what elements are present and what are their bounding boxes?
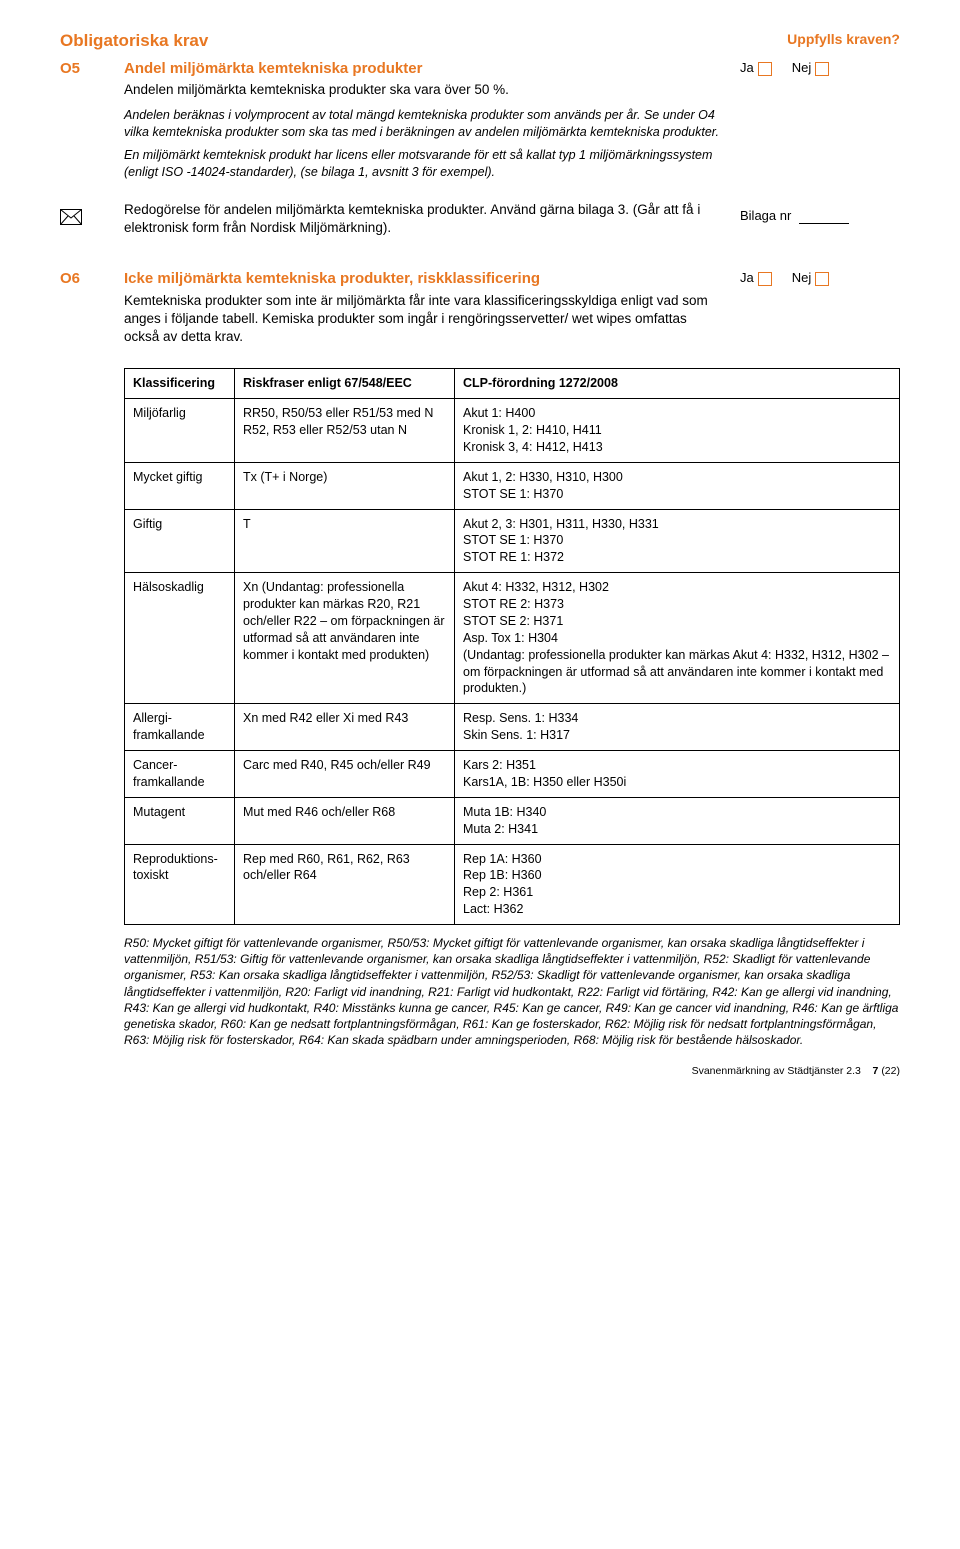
footer-page: 7 <box>873 1065 879 1077</box>
table-cell: Xn med R42 eller Xi med R43 <box>235 704 455 751</box>
req-left <box>60 201 124 241</box>
table-row: Mycket giftigTx (T+ i Norge)Akut 1, 2: H… <box>125 462 900 509</box>
table-header: CLP-förordning 1272/2008 <box>455 369 900 399</box>
table-cell: Carc med R40, R45 och/eller R49 <box>235 751 455 798</box>
table-cell: Akut 4: H332, H312, H302 STOT RE 2: H373… <box>455 573 900 704</box>
table-cell: T <box>235 509 455 573</box>
req-answer: Ja Nej <box>740 59 900 187</box>
checkbox-nej[interactable] <box>815 272 829 286</box>
table-cell: RR50, R50/53 eller R51/53 med N R52, R53… <box>235 399 455 463</box>
ja-label: Ja <box>740 270 754 285</box>
table-cell: Resp. Sens. 1: H334 Skin Sens. 1: H317 <box>455 704 900 751</box>
table-cell: Miljöfarlig <box>125 399 235 463</box>
table-row: MutagentMut med R46 och/eller R68Muta 1B… <box>125 797 900 844</box>
table-row: MiljöfarligRR50, R50/53 eller R51/53 med… <box>125 399 900 463</box>
req-bilaga: Bilaga nr <box>740 201 900 241</box>
table-cell: Cancer-framkallande <box>125 751 235 798</box>
page-title: Obligatoriska krav <box>60 30 208 53</box>
footer-total: (22) <box>881 1065 900 1077</box>
table-row: HälsoskadligXn (Undantag: professionella… <box>125 573 900 704</box>
table-row: GiftigTAkut 2, 3: H301, H311, H330, H331… <box>125 509 900 573</box>
table-row: Allergi-framkallandeXn med R42 eller Xi … <box>125 704 900 751</box>
req-title: Andel miljömärkta kemtekniska produkter <box>124 59 722 79</box>
uppfylls-label: Uppfylls kraven? <box>787 30 900 53</box>
page-footer: Svanenmärkning av Städtjänster 2.3 7 (22… <box>60 1064 900 1078</box>
table-cell: Mycket giftig <box>125 462 235 509</box>
table-header: Riskfraser enligt 67/548/EEC <box>235 369 455 399</box>
nej-label: Nej <box>792 270 812 285</box>
req-body: Andel miljömärkta kemtekniska produkter … <box>124 59 740 187</box>
table-cell: Akut 1: H400 Kronisk 1, 2: H410, H411 Kr… <box>455 399 900 463</box>
req-left: O6 <box>60 269 124 354</box>
req-code: O5 <box>60 59 124 79</box>
table-row: Cancer-framkallandeCarc med R40, R45 och… <box>125 751 900 798</box>
table-cell: Rep 1A: H360 Rep 1B: H360 Rep 2: H361 La… <box>455 844 900 925</box>
table-header: Klassificering <box>125 369 235 399</box>
nej-label: Nej <box>792 60 812 75</box>
footer-doc: Svanenmärkning av Städtjänster 2.3 <box>692 1065 861 1077</box>
table-cell: Reproduktions-toxiskt <box>125 844 235 925</box>
req-text: Andelen miljömärkta kemtekniska produkte… <box>124 81 722 99</box>
table-cell: Giftig <box>125 509 235 573</box>
table-cell: Hälsoskadlig <box>125 573 235 704</box>
req-title: Icke miljömärkta kemtekniska produkter, … <box>124 269 722 289</box>
table-footnote: R50: Mycket giftigt för vattenlevande or… <box>124 935 900 1048</box>
table-cell: Mut med R46 och/eller R68 <box>235 797 455 844</box>
table-cell: Akut 1, 2: H330, H310, H300 STOT SE 1: H… <box>455 462 900 509</box>
requirement-o5-attach: Redogörelse för andelen miljömärkta kemt… <box>60 201 900 241</box>
checkbox-ja[interactable] <box>758 62 772 76</box>
table-cell: Xn (Undantag: professionella produkter k… <box>235 573 455 704</box>
req-note: En miljömärkt kemteknisk produkt har lic… <box>124 147 722 181</box>
req-attach-text: Redogörelse för andelen miljömärkta kemt… <box>124 201 722 237</box>
checkbox-nej[interactable] <box>815 62 829 76</box>
bilaga-input[interactable] <box>799 212 849 224</box>
requirement-o5: O5 Andel miljömärkta kemtekniska produkt… <box>60 59 900 187</box>
bilaga-label: Bilaga nr <box>740 208 791 223</box>
req-left: O5 <box>60 59 124 187</box>
header: Obligatoriska krav Uppfylls kraven? <box>60 30 900 53</box>
req-answer: Ja Nej <box>740 269 900 354</box>
checkbox-ja[interactable] <box>758 272 772 286</box>
requirement-o6: O6 Icke miljömärkta kemtekniska produkte… <box>60 269 900 354</box>
req-code: O6 <box>60 269 124 289</box>
envelope-icon <box>60 207 124 231</box>
table-row: Reproduktions-toxisktRep med R60, R61, R… <box>125 844 900 925</box>
classification-table: Klassificering Riskfraser enligt 67/548/… <box>124 368 900 925</box>
table-cell: Akut 2, 3: H301, H311, H330, H331 STOT S… <box>455 509 900 573</box>
table-cell: Allergi-framkallande <box>125 704 235 751</box>
req-note: Andelen beräknas i volymprocent av total… <box>124 107 722 141</box>
table-cell: Rep med R60, R61, R62, R63 och/eller R64 <box>235 844 455 925</box>
table-cell: Mutagent <box>125 797 235 844</box>
req-text: Kemtekniska produkter som inte är miljöm… <box>124 292 722 347</box>
ja-label: Ja <box>740 60 754 75</box>
req-body: Icke miljömärkta kemtekniska produkter, … <box>124 269 740 354</box>
table-cell: Kars 2: H351 Kars1A, 1B: H350 eller H350… <box>455 751 900 798</box>
req-attach-body: Redogörelse för andelen miljömärkta kemt… <box>124 201 740 241</box>
table-cell: Muta 1B: H340 Muta 2: H341 <box>455 797 900 844</box>
table-cell: Tx (T+ i Norge) <box>235 462 455 509</box>
